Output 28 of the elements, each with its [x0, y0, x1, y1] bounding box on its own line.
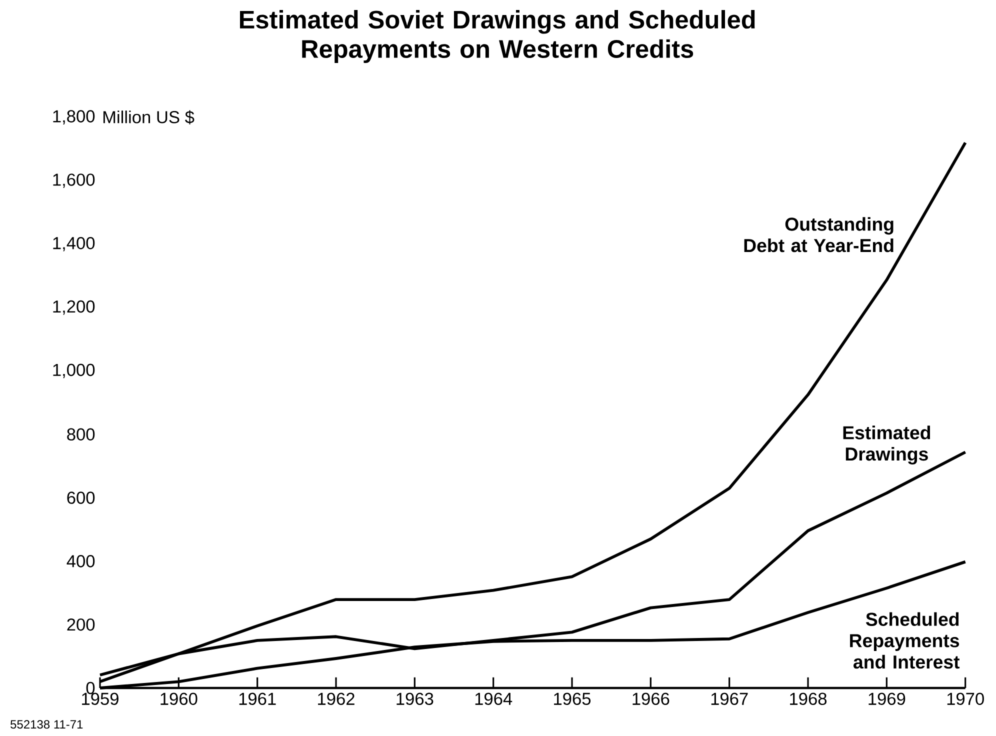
- x-tick-label: 1965: [554, 692, 591, 705]
- y-tick-label: 800: [67, 428, 95, 441]
- x-tick-label: 1969: [868, 692, 906, 705]
- chart-title: Estimated Soviet Drawings and Scheduled Repayments on Western Credits: [240, 10, 755, 63]
- y-tick-label: 1,600: [53, 174, 95, 188]
- y-tick-label: 1,800: [53, 110, 95, 124]
- y-tick-label: 600: [67, 492, 95, 504]
- y-axis-title: Million US $: [103, 110, 194, 124]
- x-tick-label: 1970: [947, 692, 984, 705]
- y-tick-label: 1,000: [53, 364, 95, 378]
- y-tick-label: 400: [66, 555, 95, 568]
- text: 552138 11-71: [10, 720, 83, 729]
- y-tick-label: 200: [67, 618, 95, 631]
- x-tick-label: 1959: [82, 692, 118, 705]
- y-tick-label: 1,400: [53, 236, 95, 252]
- x-tick-label: 1967: [711, 692, 748, 705]
- x-tick-label: 1961: [239, 692, 276, 705]
- x-tick-label: 1966: [632, 692, 670, 705]
- series-label: Scheduled Repayments and Interest: [850, 612, 960, 669]
- y-tick-label: 0: [86, 682, 95, 694]
- y-tick-label: 1,200: [53, 300, 95, 315]
- series-label: Estimated Drawings: [843, 426, 930, 464]
- series-label: Outstanding Debt at Year-End: [744, 217, 894, 252]
- x-tick-label: 1960: [160, 692, 198, 705]
- x-tick-label: 1962: [318, 692, 354, 705]
- x-tick-label: 1963: [396, 692, 434, 705]
- x-tick-label: 1964: [475, 692, 512, 705]
- x-tick-label: 1968: [790, 692, 827, 705]
